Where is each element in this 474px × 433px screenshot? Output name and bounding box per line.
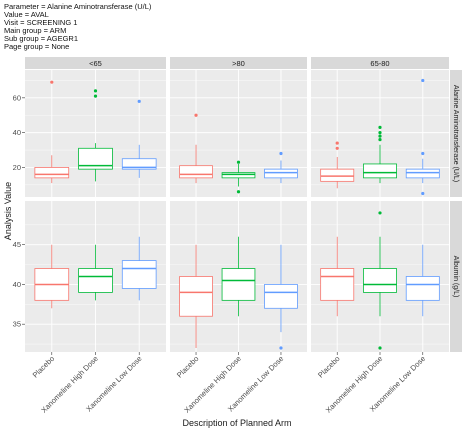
y-axis-title: Analysis Value bbox=[3, 182, 13, 240]
header-line: Page group = None bbox=[4, 42, 70, 51]
y-tick-label: 20 bbox=[13, 163, 21, 172]
box bbox=[221, 172, 256, 179]
outlier-point bbox=[378, 131, 382, 135]
box bbox=[179, 276, 213, 317]
outlier-point bbox=[194, 113, 198, 117]
y-tick-label: 45 bbox=[13, 240, 21, 249]
box bbox=[78, 268, 113, 293]
box bbox=[320, 268, 355, 301]
outlier-point bbox=[93, 89, 98, 93]
outlier-point bbox=[421, 78, 425, 83]
column-strip bbox=[311, 57, 449, 69]
row-strip-label: Albumin (g/L) bbox=[452, 256, 459, 298]
outlier-point bbox=[335, 146, 339, 150]
x-tick-label: Placebo bbox=[31, 354, 57, 380]
outlier-point bbox=[335, 141, 339, 145]
row-strip bbox=[450, 201, 462, 352]
outlier-point bbox=[421, 191, 425, 196]
y-tick-label: 60 bbox=[13, 93, 21, 102]
outlier-point bbox=[279, 151, 283, 156]
x-tick-label: Placebo bbox=[316, 354, 342, 380]
outlier-point bbox=[378, 125, 382, 130]
box bbox=[179, 165, 213, 179]
header-line: Parameter = Alanine Aminotransferase (U/… bbox=[4, 2, 152, 11]
box bbox=[320, 168, 355, 182]
outlier-point bbox=[378, 346, 382, 350]
outlier-point bbox=[421, 151, 425, 156]
box bbox=[405, 276, 440, 301]
row-strip bbox=[450, 70, 462, 197]
outlier-point bbox=[378, 134, 382, 138]
box bbox=[34, 167, 70, 179]
outlier-point bbox=[50, 80, 54, 84]
box bbox=[405, 168, 440, 179]
column-strip bbox=[25, 57, 166, 69]
outlier-point bbox=[378, 137, 382, 142]
header-line: Value = AVAL bbox=[4, 10, 49, 19]
row-strip-label: Alanine Aminotransferase (U/L) bbox=[452, 85, 459, 182]
column-strip-label: >80 bbox=[232, 59, 245, 68]
outlier-point bbox=[93, 94, 98, 98]
header-line: Sub group = AGEGR1 bbox=[4, 34, 79, 43]
outlier-point bbox=[236, 190, 241, 194]
box bbox=[363, 268, 397, 293]
box bbox=[264, 168, 298, 179]
column-strip bbox=[170, 57, 307, 69]
box bbox=[264, 284, 298, 309]
header-line: Visit = SCREENING 1 bbox=[4, 18, 78, 27]
y-tick-label: 40 bbox=[13, 128, 21, 137]
box bbox=[78, 147, 113, 170]
outlier-point bbox=[378, 211, 382, 215]
outlier-point bbox=[236, 160, 241, 164]
column-strip-label: 65-80 bbox=[370, 59, 389, 68]
header-line: Main group = ARM bbox=[4, 26, 67, 35]
outlier-point bbox=[137, 99, 141, 103]
box bbox=[221, 268, 256, 301]
y-tick-label: 40 bbox=[13, 280, 21, 289]
box bbox=[121, 260, 157, 289]
outlier-point bbox=[279, 346, 283, 350]
column-strip-label: <65 bbox=[89, 59, 102, 68]
box bbox=[363, 163, 397, 179]
x-tick-label: Placebo bbox=[175, 354, 201, 380]
x-axis-title: Description of Planned Arm bbox=[182, 418, 291, 428]
box bbox=[121, 158, 157, 170]
y-tick-label: 35 bbox=[13, 320, 21, 329]
